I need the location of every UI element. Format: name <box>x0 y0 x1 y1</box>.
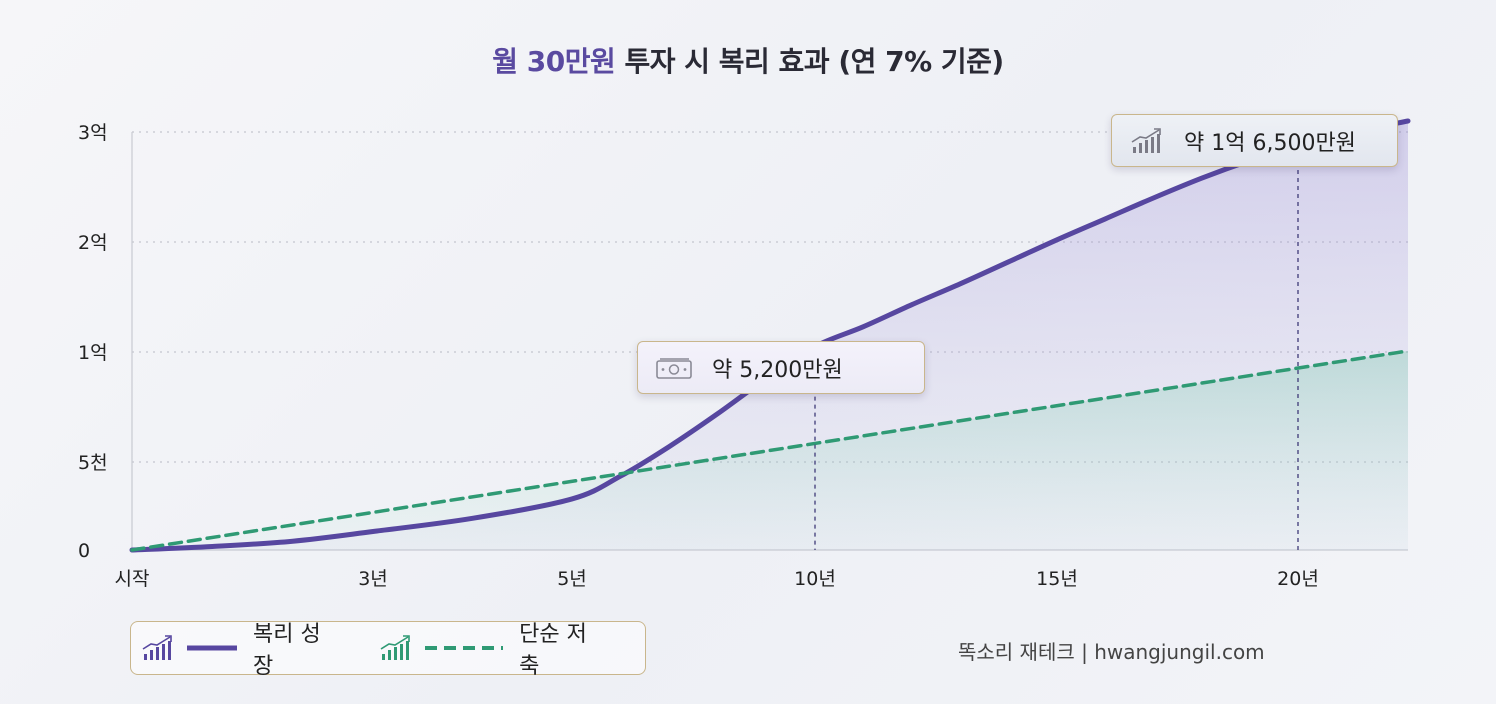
callout-20-years: 약 1억 6,500만원 <box>1111 114 1398 167</box>
x-tick-label: 시작 <box>115 568 150 590</box>
y-tick-label: 5천 <box>78 452 108 474</box>
x-tick-label: 20년 <box>1277 568 1319 590</box>
growth-chart-icon <box>380 635 410 660</box>
title-rest: 투자 시 복리 효과 (연 7% 기준) <box>615 45 1005 78</box>
compound-growth-line <box>129 118 1411 553</box>
legend-swatch-simple <box>425 646 504 650</box>
legend: 복리 성장 단순 저축 <box>130 621 646 679</box>
y-tick-label: 3억 <box>78 122 108 144</box>
x-tick-label: 5년 <box>557 568 587 590</box>
money-bill-icon <box>656 357 692 379</box>
legend-item-compound: 복리 성장 <box>141 616 339 680</box>
y-tick-label: 0 <box>78 540 90 562</box>
x-tick-label: 10년 <box>794 568 836 590</box>
x-tick-label: 15년 <box>1036 568 1078 590</box>
legend-swatch-compound <box>187 645 237 651</box>
footer-credit: 똑소리 재테크 | hwangjungil.com <box>958 640 1265 664</box>
x-tick-label: 3년 <box>358 568 388 590</box>
chart-title: 월 30만원 투자 시 복리 효과 (연 7% 기준) <box>0 40 1496 80</box>
growth-chart-icon <box>142 635 172 660</box>
callout-10-years: 약 5,200만원 <box>637 341 925 394</box>
y-tick-label: 2억 <box>78 232 108 254</box>
legend-label-simple: 단순 저축 <box>519 622 587 679</box>
callout-10-years-text: 약 5,200만원 <box>712 357 843 383</box>
title-highlight: 월 30만원 <box>492 45 616 78</box>
y-tick-label: 1억 <box>78 342 108 364</box>
legend-label-compound: 복리 성장 <box>253 622 321 679</box>
legend-item-simple: 단순 저축 <box>379 616 605 680</box>
callout-20-years-text: 약 1억 6,500만원 <box>1184 130 1356 156</box>
growth-chart-icon <box>1131 127 1161 153</box>
simple-savings-line <box>130 349 1410 552</box>
